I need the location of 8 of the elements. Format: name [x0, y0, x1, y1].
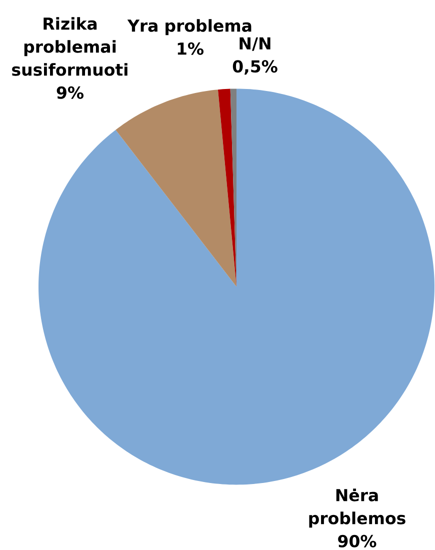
slice-label: Rizika problemai susiformuoti [12, 17, 128, 76]
data-label: 9% [56, 86, 84, 99]
data-label: 0,5% [232, 60, 278, 75]
slice-label: Yra problema [127, 19, 252, 36]
data-label: 90% [338, 534, 376, 548]
slice-label: N/N [240, 37, 270, 51]
data-label: 1% [178, 42, 204, 55]
slice-label: Nėra problemos [309, 488, 406, 528]
